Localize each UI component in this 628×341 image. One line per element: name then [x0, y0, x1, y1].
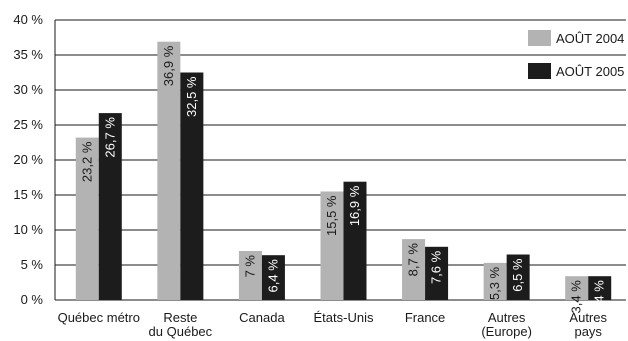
- data-label: 6,4 %: [265, 259, 280, 293]
- y-tick-label: 0 %: [21, 292, 44, 307]
- data-label: 6,5 %: [510, 258, 525, 292]
- bar: [588, 276, 612, 300]
- data-label: 23,2 %: [79, 141, 94, 182]
- y-tick-label: 30 %: [13, 82, 43, 97]
- data-label: 26,7 %: [102, 117, 117, 158]
- bar: [343, 181, 367, 300]
- data-label: 15,5 %: [324, 195, 339, 236]
- bar: [320, 191, 344, 300]
- legend-label: AOÛT 2005: [556, 64, 624, 79]
- x-tick-label: (Europe): [481, 324, 532, 339]
- x-tick-label: du Québec: [149, 324, 213, 339]
- legend: AOÛT 2004 AOÛT 2005: [528, 30, 624, 79]
- y-tick-label: 25 %: [13, 117, 43, 132]
- bar: [402, 239, 426, 300]
- x-tick-label: Québec métro: [58, 310, 140, 325]
- legend-swatch: [528, 63, 551, 79]
- x-tick-label: États-Unis: [314, 310, 374, 325]
- data-label: 4 %: [592, 280, 607, 303]
- x-tick-label: Canada: [239, 310, 285, 325]
- bar: [98, 113, 122, 300]
- y-tick-label: 20 %: [13, 152, 43, 167]
- bar: [425, 246, 449, 300]
- data-labels: 23,2 % 26,7 % 36,9 % 32,5 % 7 % 6,4 % 15,5 % 16…: [79, 45, 606, 313]
- bar: [75, 137, 99, 300]
- bar: [565, 276, 589, 300]
- bars: [75, 41, 612, 300]
- data-label: 7 %: [242, 255, 257, 278]
- bar: [238, 251, 262, 300]
- data-label: 3,4 %: [569, 280, 584, 314]
- bar: [483, 262, 507, 300]
- data-label: 7,6 %: [429, 250, 444, 284]
- legend-swatch: [528, 30, 551, 46]
- y-tick-label: 10 %: [13, 222, 43, 237]
- bar: [157, 41, 181, 300]
- x-tick-label: Autres: [569, 310, 607, 325]
- bar: [506, 254, 530, 300]
- y-tick-label: 40 %: [13, 12, 43, 27]
- y-tick-label: 35 %: [13, 47, 43, 62]
- y-tick-label: 5 %: [21, 257, 44, 272]
- x-tick-label: Reste: [163, 310, 197, 325]
- legend-label: AOÛT 2004: [556, 31, 624, 46]
- data-label: 32,5 %: [184, 76, 199, 117]
- y-tick-label: 15 %: [13, 187, 43, 202]
- x-tick-label: Autres: [488, 310, 526, 325]
- axes: 0 % 5 % 10 % 15 % 20 % 25 % 30 % 35 % 40 % Québec…: [13, 12, 607, 339]
- x-tick-label: France: [405, 310, 445, 325]
- grid-lines: [55, 19, 626, 301]
- data-label: 5,3 %: [487, 266, 502, 300]
- data-label: 36,9 %: [161, 45, 176, 86]
- bar: [180, 72, 204, 300]
- x-tick-label: pays: [574, 324, 602, 339]
- bar: [261, 255, 285, 300]
- data-label: 8,7 %: [406, 243, 421, 277]
- data-label: 16,9 %: [347, 185, 362, 226]
